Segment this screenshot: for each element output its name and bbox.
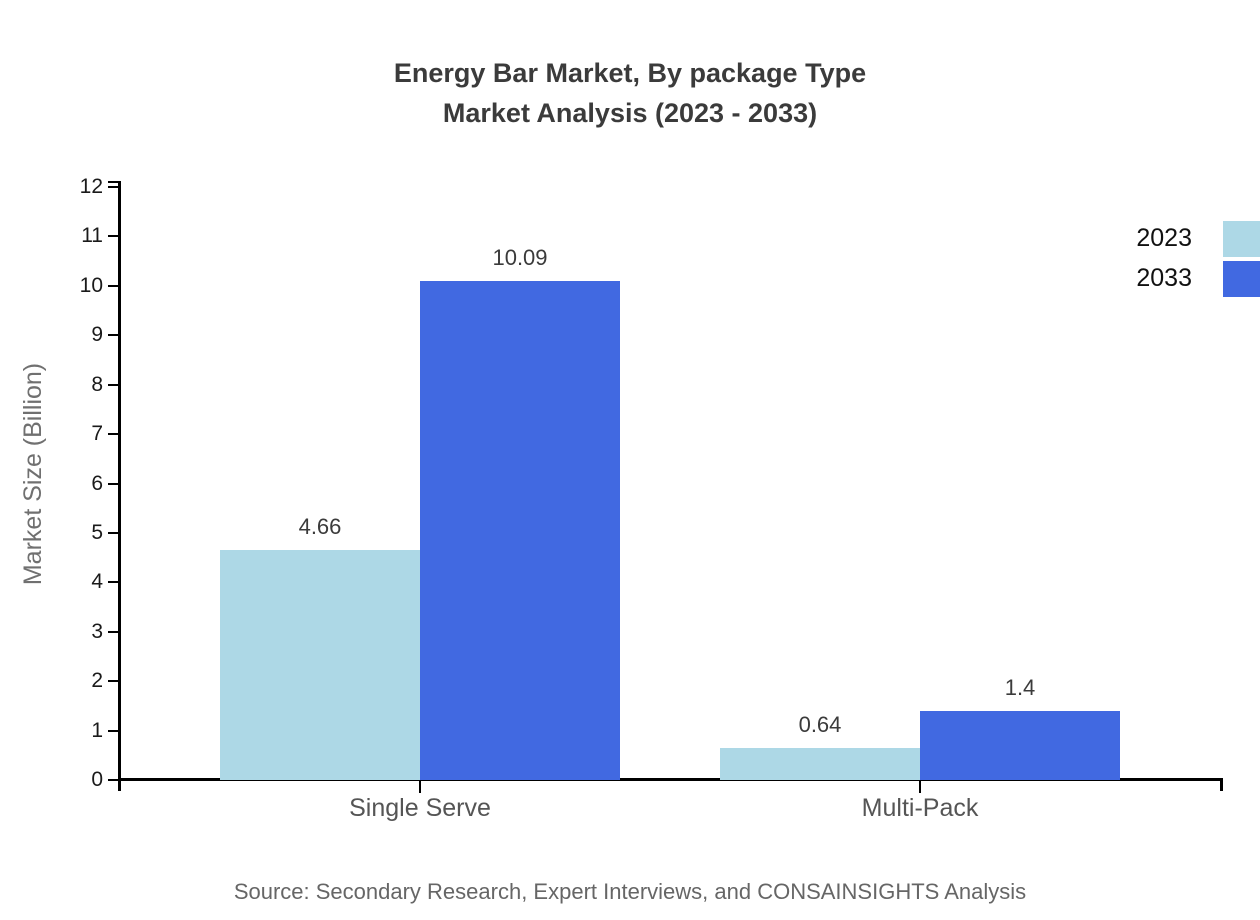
y-tick-label: 2 bbox=[91, 669, 103, 692]
y-tick-label: 5 bbox=[91, 521, 103, 544]
x-axis-endtick-right bbox=[1220, 778, 1223, 791]
y-tick-label: 6 bbox=[91, 472, 103, 495]
legend: 2023 2033 bbox=[1040, 220, 1260, 300]
y-tick-mark bbox=[108, 433, 120, 435]
y-tick-label: 10 bbox=[79, 274, 103, 297]
y-tick-label: 12 bbox=[79, 175, 103, 198]
bar-value-label: 0.64 bbox=[798, 712, 842, 737]
x-axis-line bbox=[118, 778, 1223, 781]
legend-row-2023: 2023 bbox=[1040, 220, 1260, 257]
legend-label-2033: 2033 bbox=[1136, 264, 1192, 292]
x-axis-endtick-left bbox=[118, 778, 121, 791]
y-tick-mark bbox=[108, 680, 120, 682]
bar-2033-1 bbox=[920, 711, 1120, 780]
y-axis-endcap bbox=[108, 181, 120, 183]
bar-2023-0 bbox=[220, 550, 420, 780]
x-tick-mark bbox=[419, 781, 421, 793]
legend-row-2033: 2033 bbox=[1040, 260, 1260, 297]
category-label: Single Serve bbox=[349, 794, 491, 822]
x-tick-mark bbox=[919, 781, 921, 793]
y-tick-mark bbox=[108, 334, 120, 336]
legend-label-2023: 2023 bbox=[1136, 224, 1192, 252]
y-tick-mark bbox=[108, 483, 120, 485]
legend-swatch-2023 bbox=[1223, 221, 1260, 257]
y-tick-mark bbox=[108, 779, 120, 781]
y-tick-mark bbox=[108, 235, 120, 237]
y-tick-label: 11 bbox=[81, 224, 103, 247]
y-axis-line bbox=[118, 181, 121, 781]
y-tick-label: 8 bbox=[91, 373, 103, 396]
y-tick-label: 9 bbox=[91, 323, 103, 346]
chart-title: Energy Bar Market, By package Type Marke… bbox=[0, 53, 1260, 133]
y-tick-label: 1 bbox=[91, 719, 103, 742]
y-tick-mark bbox=[108, 581, 120, 583]
y-tick-label: 4 bbox=[91, 570, 103, 593]
y-tick-mark bbox=[108, 186, 120, 188]
legend-swatch-2033 bbox=[1223, 261, 1260, 297]
y-tick-label: 3 bbox=[91, 620, 103, 643]
y-tick-mark bbox=[108, 730, 120, 732]
bar-2023-1 bbox=[720, 748, 920, 780]
y-tick-label: 7 bbox=[91, 422, 103, 445]
chart-title-line1: Energy Bar Market, By package Type bbox=[393, 58, 867, 88]
y-tick-mark bbox=[108, 532, 120, 534]
y-tick-mark bbox=[108, 384, 120, 386]
y-tick-label: 0 bbox=[91, 768, 103, 791]
y-tick-mark bbox=[108, 631, 120, 633]
y-tick-mark bbox=[108, 285, 120, 287]
bar-value-label: 1.4 bbox=[1004, 675, 1036, 700]
chart-title-line2: Market Analysis (2023 - 2033) bbox=[442, 98, 818, 128]
bar-value-label: 10.09 bbox=[492, 245, 548, 270]
category-label: Multi-Pack bbox=[861, 794, 979, 822]
bar-2033-0 bbox=[420, 281, 620, 780]
bar-value-label: 4.66 bbox=[298, 514, 342, 539]
source-note: Source: Secondary Research, Expert Inter… bbox=[233, 879, 1027, 904]
